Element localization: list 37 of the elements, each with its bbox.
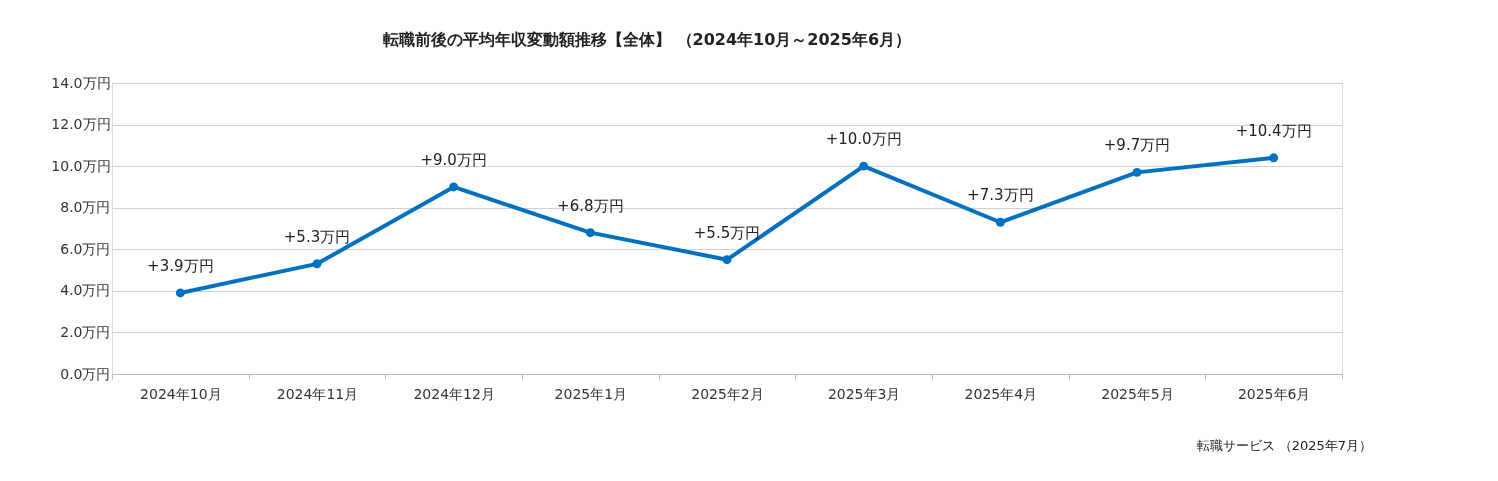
- data-label: +5.5万円: [693, 223, 761, 242]
- y-tick-label: 6.0万円: [60, 240, 111, 257]
- point: [859, 161, 869, 171]
- x-tick-label: 2024年11月: [276, 385, 359, 402]
- data-label: +3.9万円: [147, 256, 214, 275]
- data-label: +10.4万円: [1235, 121, 1312, 140]
- x-tick-label: 2025年4月: [964, 385, 1038, 402]
- point: [1132, 167, 1142, 177]
- data-label: +9.7万円: [1103, 136, 1171, 155]
- point: [1269, 153, 1279, 163]
- data-label: +5.3万円: [283, 227, 351, 246]
- x-tick-label: 2025年5月: [1101, 385, 1174, 402]
- y-tick-label: 4.0万円: [60, 282, 111, 299]
- y-tick-label: 8.0万円: [60, 199, 111, 216]
- x-tick-label: 2025年6月: [1237, 385, 1311, 402]
- point: [585, 228, 595, 238]
- y-tick-label: 0.0万円: [60, 365, 111, 382]
- x-tick-label: 2025年2月: [691, 385, 764, 402]
- x-tick-label: 2025年1月: [554, 385, 628, 402]
- x-tick-label: 2025年3月: [827, 385, 901, 402]
- data-label: +6.8万円: [557, 196, 624, 215]
- text: 転職サービス （2025年7月）: [1196, 438, 1372, 453]
- x-tick-label: 2024年10月: [140, 385, 222, 402]
- point: [722, 255, 732, 265]
- point: [175, 288, 185, 298]
- point: [312, 259, 322, 269]
- y-tick-label: 12.0万円: [51, 116, 111, 133]
- x-tick-label: 2024年12月: [413, 385, 495, 402]
- data-label: +9.0万円: [420, 150, 487, 169]
- point: [449, 182, 459, 192]
- data-label: +10.0万円: [825, 130, 902, 149]
- point: [995, 217, 1005, 227]
- data-label: +7.3万円: [967, 186, 1034, 205]
- y-tick-label: 14.0万円: [51, 74, 111, 91]
- y-tick-label: 10.0万円: [51, 157, 111, 174]
- y-tick-label: 2.0万円: [60, 323, 111, 340]
- chart-title: 転職前後の平均年収変動額推移【全体】 （2024年10月～2025年6月）: [382, 30, 912, 49]
